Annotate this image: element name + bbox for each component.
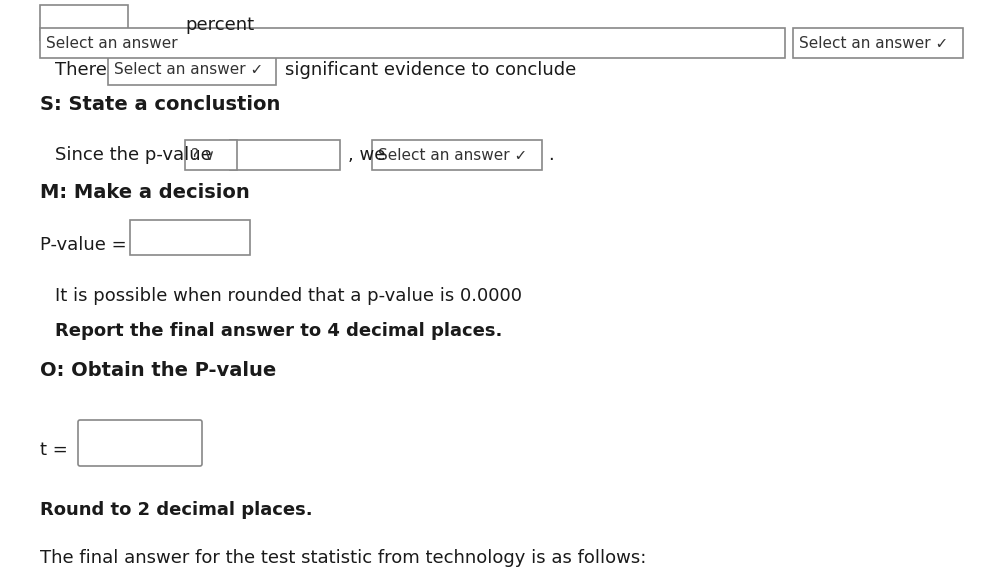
Text: ? ∨: ? ∨ xyxy=(191,148,215,162)
Text: significant evidence to conclude: significant evidence to conclude xyxy=(285,61,576,79)
Text: Select an answer ✓: Select an answer ✓ xyxy=(378,148,528,162)
FancyBboxPatch shape xyxy=(108,55,276,85)
Text: M: Make a decision: M: Make a decision xyxy=(40,183,250,202)
Text: percent: percent xyxy=(185,16,254,34)
Text: Select an answer: Select an answer xyxy=(46,35,177,51)
FancyBboxPatch shape xyxy=(78,420,202,466)
Text: Select an answer ✓: Select an answer ✓ xyxy=(799,35,949,51)
Text: The final answer for the test statistic from technology is as follows:: The final answer for the test statistic … xyxy=(40,549,646,567)
Text: O: Obtain the P-value: O: Obtain the P-value xyxy=(40,360,276,379)
FancyBboxPatch shape xyxy=(230,140,340,170)
FancyBboxPatch shape xyxy=(40,5,128,40)
FancyBboxPatch shape xyxy=(130,220,250,255)
Text: .: . xyxy=(548,146,554,164)
Text: Report the final answer to 4 decimal places.: Report the final answer to 4 decimal pla… xyxy=(55,322,502,340)
FancyBboxPatch shape xyxy=(185,140,237,170)
Text: There: There xyxy=(55,61,107,79)
Text: Select an answer ✓: Select an answer ✓ xyxy=(114,62,263,78)
Text: It is possible when rounded that a p-value is 0.0000: It is possible when rounded that a p-val… xyxy=(55,287,522,305)
Text: S: State a conclustion: S: State a conclustion xyxy=(40,95,280,115)
Text: t =: t = xyxy=(40,441,67,459)
Text: Since the p-value: Since the p-value xyxy=(55,146,211,164)
Text: Round to 2 decimal places.: Round to 2 decimal places. xyxy=(40,501,312,519)
FancyBboxPatch shape xyxy=(372,140,542,170)
FancyBboxPatch shape xyxy=(793,28,963,58)
FancyBboxPatch shape xyxy=(40,28,785,58)
Text: , we: , we xyxy=(348,146,386,164)
Text: P-value =: P-value = xyxy=(40,236,127,254)
